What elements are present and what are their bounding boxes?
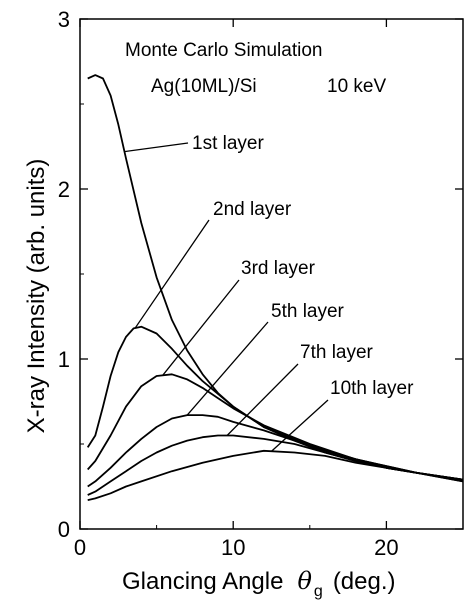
- series-label-3: 3rd layer: [241, 258, 316, 279]
- leader-line-4: [186, 321, 269, 416]
- x-tick-label: 10: [221, 535, 245, 560]
- x-axis-unit: (deg.): [333, 568, 396, 595]
- x-axis-subscript: g: [314, 583, 323, 600]
- plot-frame: [79, 18, 464, 530]
- y-tick-label: 2: [58, 177, 70, 202]
- series-label-4: 5th layer: [271, 301, 345, 322]
- series-line-6: [87, 449, 464, 501]
- leader-line-6: [271, 399, 329, 452]
- y-tick-label: 1: [58, 347, 70, 372]
- y-axis-label: X-ray Intensity (arb. units): [23, 159, 50, 434]
- series-line-2: [86, 325, 464, 481]
- x-tick-label: 0: [74, 535, 86, 560]
- x-tick-label: 20: [374, 535, 398, 560]
- annotation-block: Monte Carlo Simulation Ag(10ML)/Si 10 ke…: [125, 40, 386, 97]
- y-tick-label: 0: [58, 517, 70, 542]
- leader-line-3: [162, 279, 240, 376]
- series-label-1: 1st layer: [192, 133, 264, 154]
- series-line-5: [87, 434, 464, 496]
- series-label-6: 10th layer: [330, 378, 414, 399]
- annotation-method: Monte Carlo Simulation: [125, 40, 322, 61]
- annotation-energy: 10 keV: [327, 76, 386, 97]
- leader-line-2: [134, 219, 210, 329]
- annotation-sample: Ag(10ML)/Si: [151, 76, 257, 97]
- label-leader-lines: 1st layer 2nd layer 3rd layer 5th layer 7th …: [124, 133, 414, 452]
- series-label-5: 7th layer: [300, 342, 374, 363]
- series-line-4: [87, 414, 464, 488]
- series-label-2: 2nd layer: [213, 199, 292, 220]
- x-axis-label-text: Glancing Angle: [122, 568, 283, 595]
- axis-ticks: 0 10 20 0 1 2 3: [58, 7, 463, 560]
- leader-line-1: [124, 142, 189, 153]
- series-lines: [86, 74, 464, 501]
- x-axis-symbol: θ: [297, 567, 312, 595]
- leader-line-5: [226, 363, 299, 436]
- x-axis-label: Glancing Angle θ g (deg.): [122, 567, 396, 600]
- y-tick-label: 3: [58, 7, 70, 32]
